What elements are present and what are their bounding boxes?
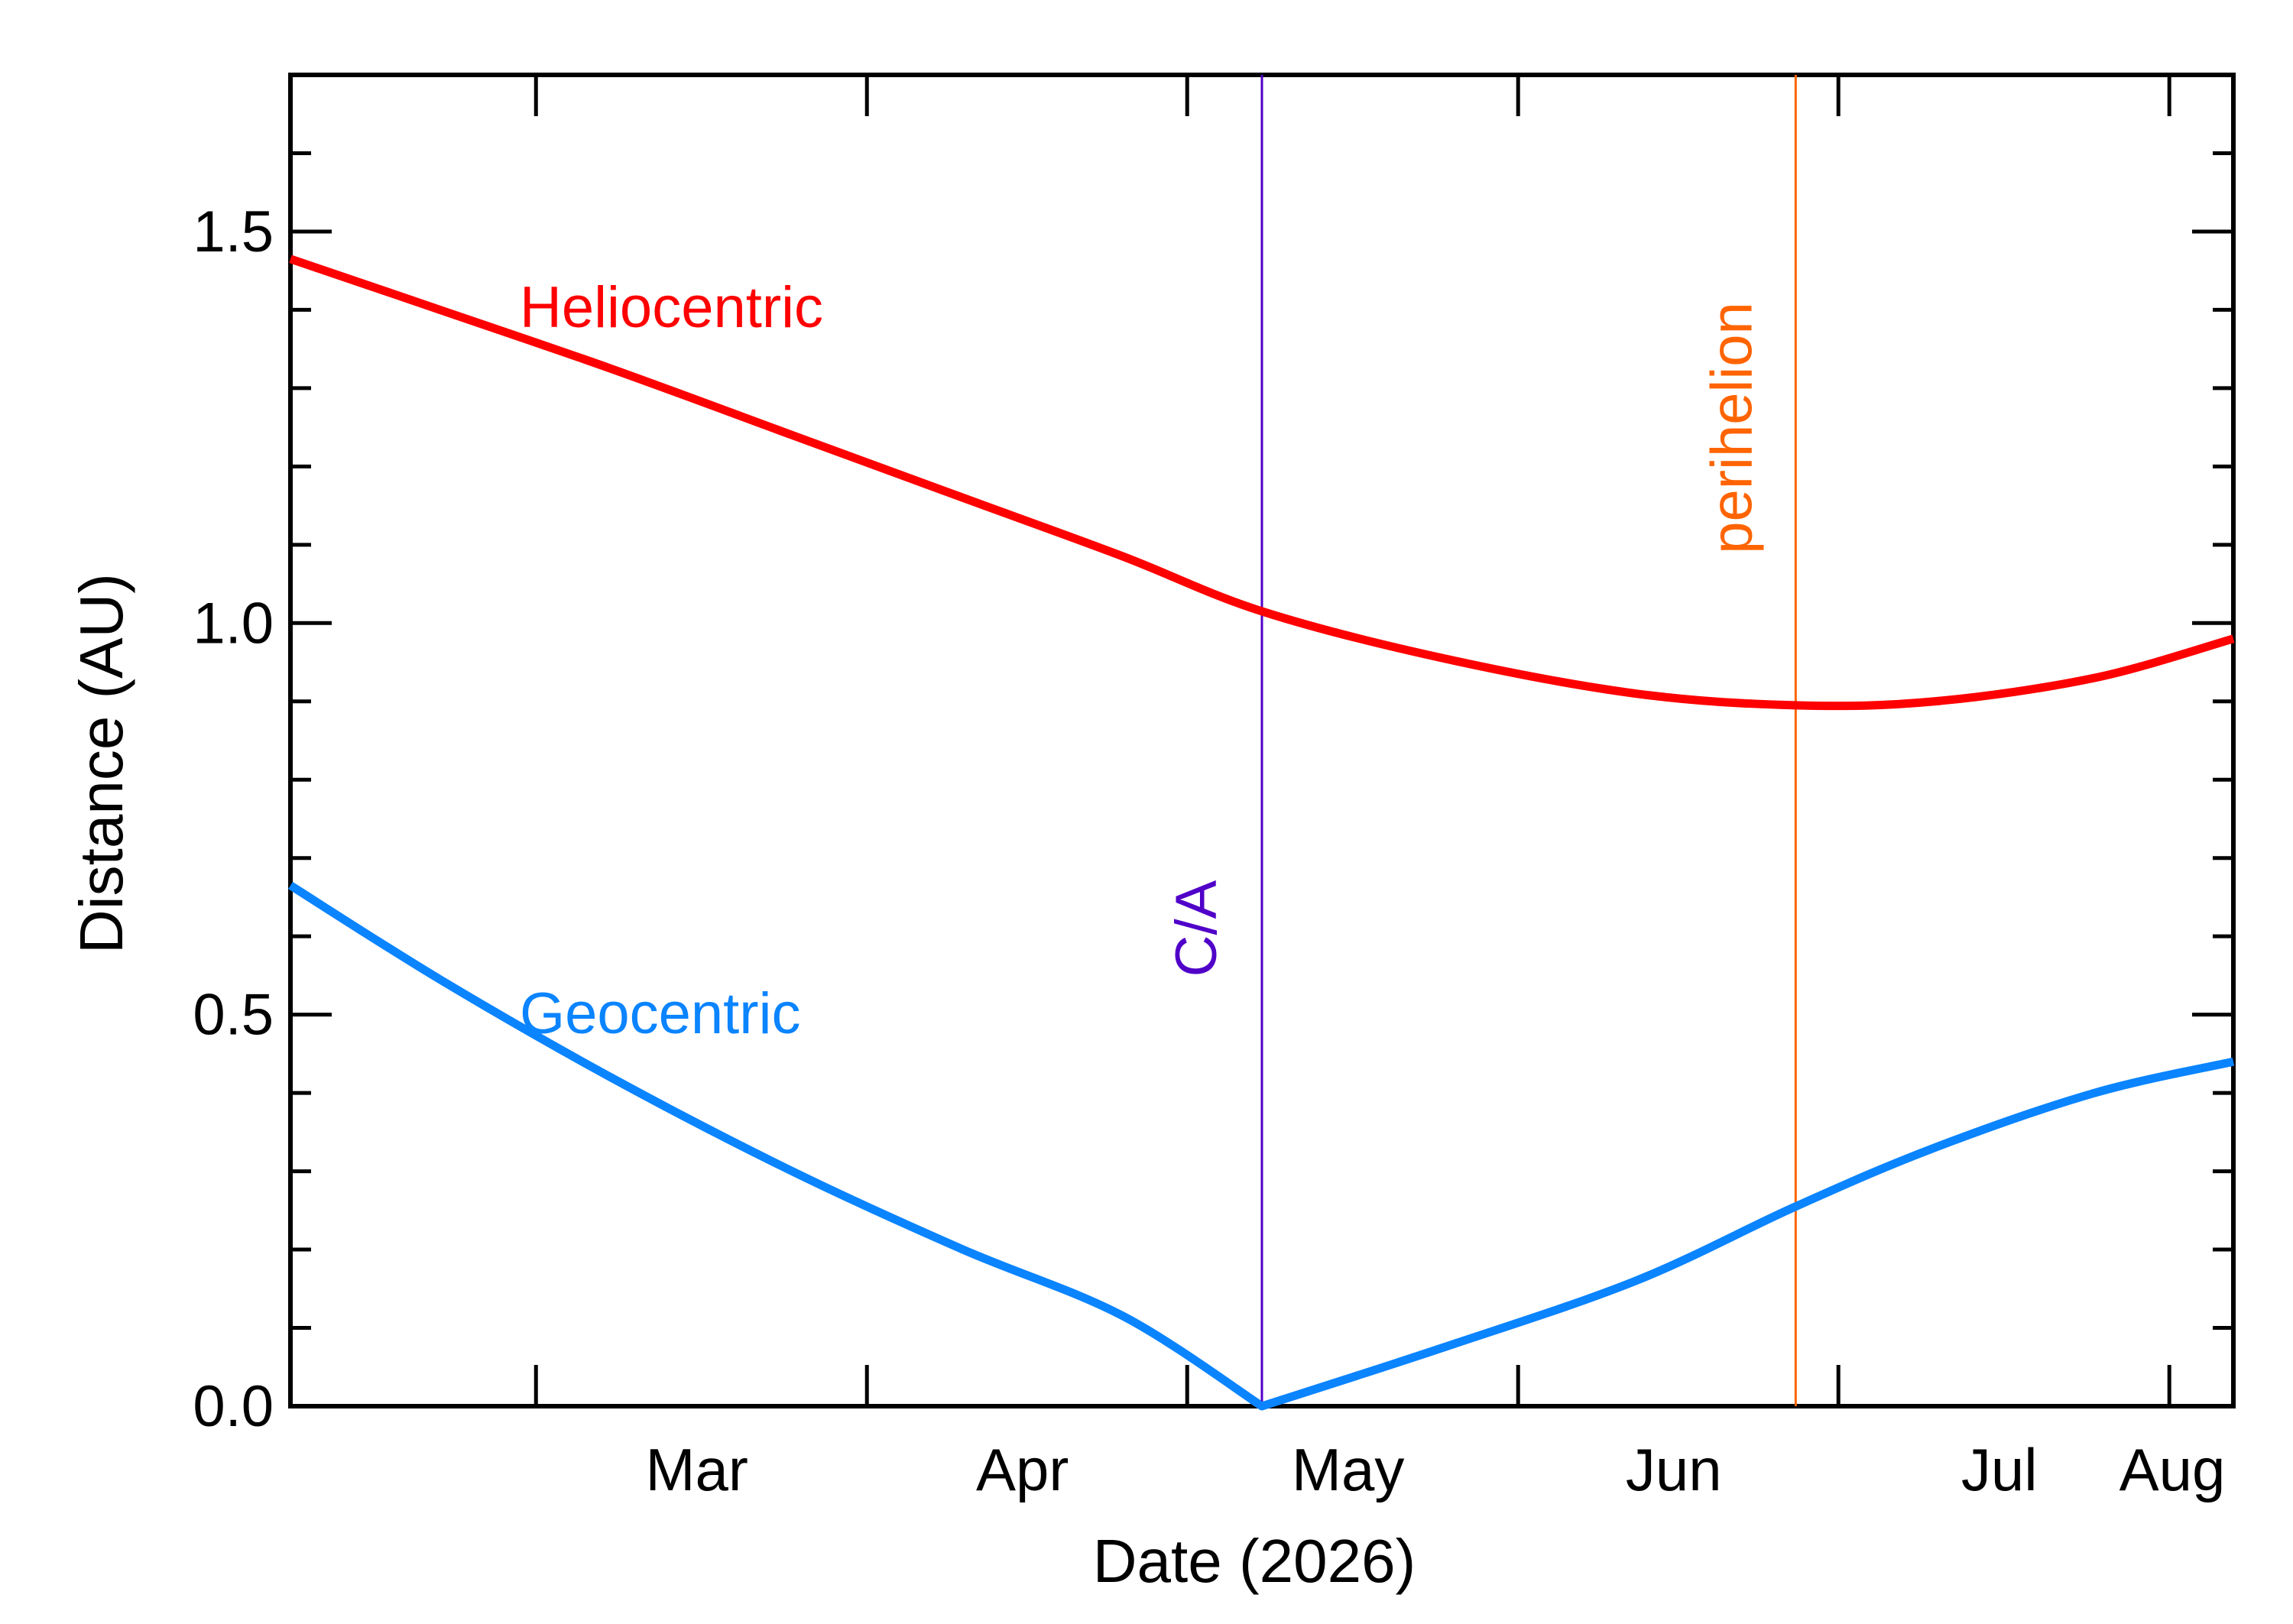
annotation-label-perihelion: perihelion (1699, 302, 1764, 554)
x-tick-label: Jun (1626, 1436, 1722, 1503)
y-tick-label: 1.0 (193, 591, 274, 656)
series-line-geocentric (288, 881, 2235, 1411)
y-tick-label: 0.5 (193, 983, 274, 1048)
label-layer: C/A perihelion Heliocentric Geocentric (520, 275, 1764, 1046)
x-tick-label: Apr (976, 1436, 1069, 1503)
y-tick-label: 0.0 (193, 1374, 274, 1439)
x-tick-label: Jul (1961, 1436, 2038, 1503)
x-tick-label: May (1292, 1436, 1404, 1503)
marker-layer (1260, 75, 1797, 1406)
y-axis-title: Distance (AU) (67, 573, 135, 954)
series-layer (288, 254, 2235, 1411)
series-line-heliocentric (289, 254, 2235, 711)
axes-layer: 0.0 0.5 1.0 1.5 Mar Apr May Jun Jul Aug Date (2026… (67, 73, 2236, 1595)
x-tick-label: Aug (2119, 1436, 2226, 1503)
series-label-geocentric: Geocentric (520, 981, 801, 1046)
y-tick-label: 1.5 (193, 199, 274, 264)
series-label-heliocentric: Heliocentric (520, 275, 823, 340)
x-tick-label: Mar (646, 1436, 748, 1503)
annotation-label-ca: C/A (1164, 880, 1229, 977)
x-axis-title: Date (2026) (1093, 1527, 1416, 1595)
